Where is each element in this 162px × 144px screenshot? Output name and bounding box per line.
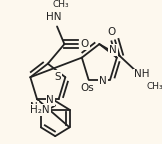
Text: CH₃: CH₃	[52, 0, 69, 9]
Text: N: N	[46, 95, 54, 105]
Text: O: O	[81, 39, 89, 49]
Text: N: N	[99, 75, 107, 86]
Text: N: N	[30, 102, 38, 112]
Text: S: S	[55, 72, 61, 82]
Text: CH₃: CH₃	[146, 82, 162, 91]
Text: N: N	[109, 45, 117, 55]
Text: N: N	[53, 71, 61, 81]
Text: H₂N: H₂N	[30, 105, 50, 115]
Text: HN: HN	[46, 12, 61, 22]
Text: Os: Os	[81, 83, 94, 93]
Text: NH: NH	[134, 69, 149, 79]
Text: O: O	[107, 27, 116, 37]
